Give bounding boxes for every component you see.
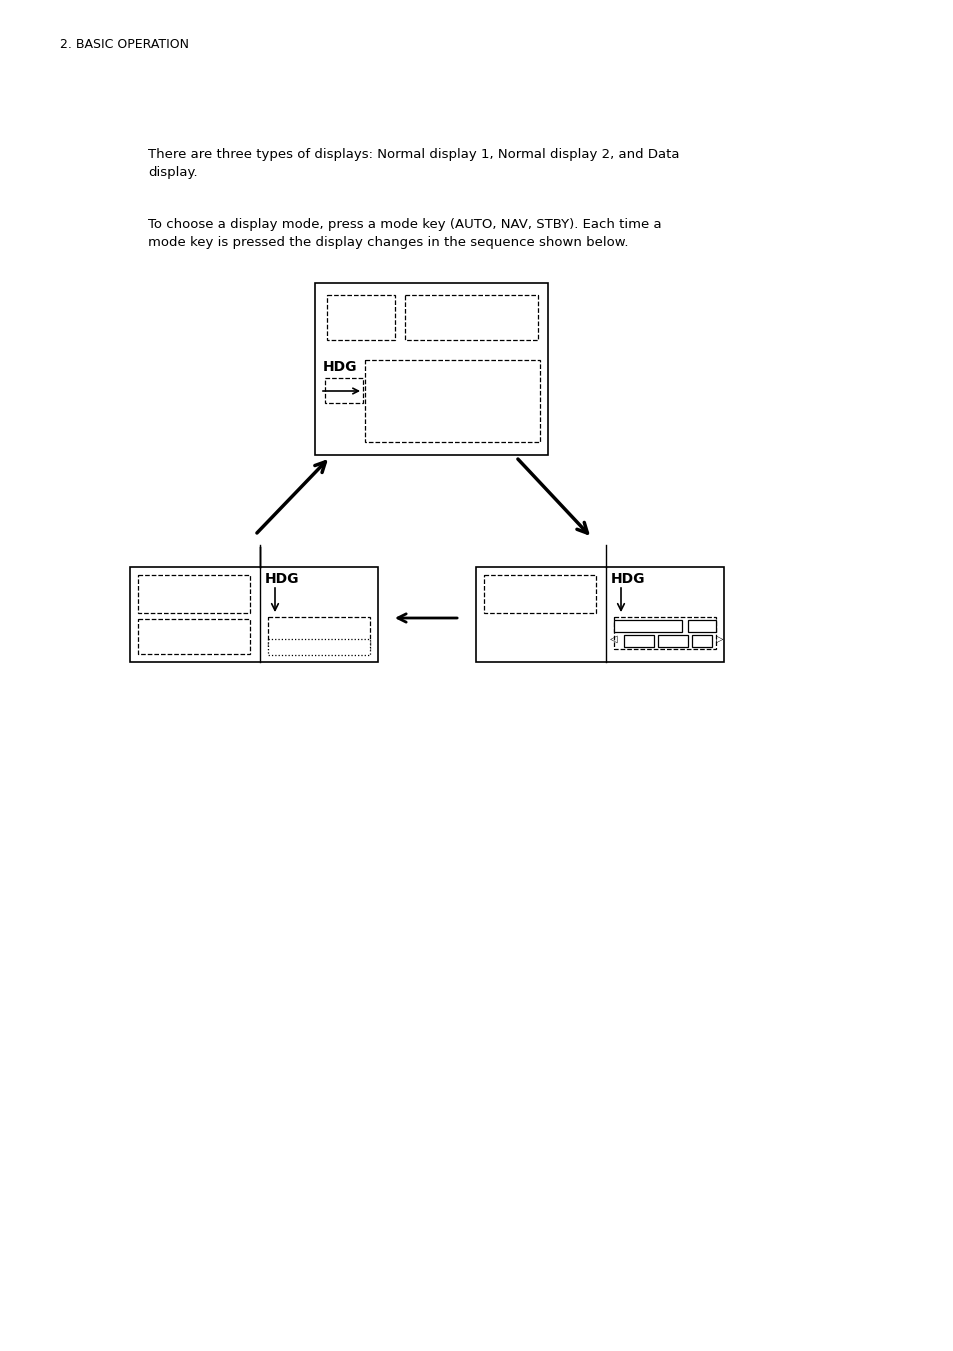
Bar — [138, 619, 250, 654]
Bar — [405, 295, 537, 340]
Bar — [691, 635, 711, 647]
Bar — [658, 635, 687, 647]
Bar — [476, 567, 723, 662]
Text: HDG: HDG — [323, 359, 357, 374]
Bar — [614, 620, 681, 632]
Bar — [314, 282, 547, 455]
Bar — [327, 295, 395, 340]
Bar — [138, 576, 250, 613]
Text: HDG: HDG — [610, 571, 645, 586]
Bar — [687, 620, 716, 632]
Bar — [614, 617, 716, 648]
Text: To choose a display mode, press a mode key (AUTO, NAV, STBY). Each time a
mode k: To choose a display mode, press a mode k… — [148, 218, 661, 249]
Text: HDG: HDG — [265, 571, 299, 586]
Bar — [365, 359, 539, 442]
Text: 2. BASIC OPERATION: 2. BASIC OPERATION — [60, 38, 189, 51]
Text: There are three types of displays: Normal display 1, Normal display 2, and Data
: There are three types of displays: Norma… — [148, 149, 679, 178]
Bar — [483, 576, 596, 613]
Bar — [268, 639, 370, 655]
Bar — [268, 617, 370, 648]
Bar — [623, 635, 654, 647]
Bar — [130, 567, 377, 662]
Text: ▷: ▷ — [716, 634, 722, 644]
Text: ◁: ◁ — [609, 634, 617, 644]
Bar — [325, 378, 363, 403]
